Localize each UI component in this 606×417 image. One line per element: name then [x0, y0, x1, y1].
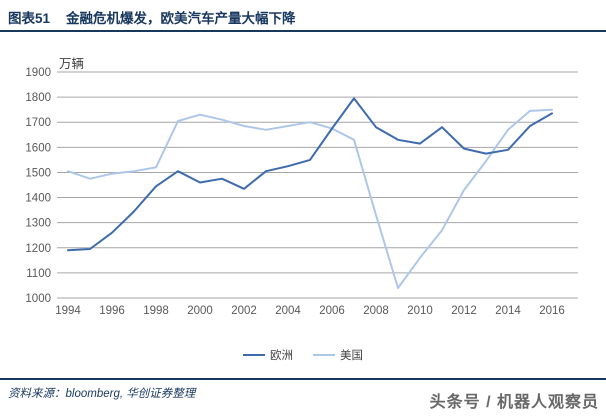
y-tick-label: 1300 [25, 218, 51, 230]
y-tick-label: 1200 [25, 243, 51, 255]
y-tick-label: 1100 [26, 268, 51, 280]
x-tick-label: 1994 [55, 305, 81, 317]
y-tick-label: 1900 [25, 67, 51, 79]
figure-number-label: 图表51 [8, 11, 51, 26]
x-tick-label: 2014 [495, 305, 521, 317]
footer-rule [0, 378, 606, 380]
us-line-swatch [313, 354, 335, 356]
figure-title-text: 金融危机爆发，欧美汽车产量大幅下降 [66, 11, 296, 26]
europe-line-swatch [243, 354, 265, 356]
x-tick-label: 2000 [187, 305, 213, 317]
x-tick-label: 2006 [319, 305, 345, 317]
figure-title: 图表51 金融危机爆发，欧美汽车产量大幅下降 [8, 7, 598, 28]
y-tick-label: 1800 [25, 92, 51, 104]
series-line-美国 [67, 108, 553, 289]
x-tick-label: 1996 [99, 305, 125, 317]
y-axis-unit-label: 万辆 [59, 57, 84, 71]
watermark: 头条号 / 机器人观察员 [429, 394, 599, 411]
y-tick-label: 1600 [25, 142, 51, 154]
chart-legend: 欧洲 美国 [0, 347, 606, 363]
x-tick-label: 2004 [275, 305, 301, 317]
x-tick-label: 2016 [539, 305, 565, 317]
x-tick-label: 2012 [451, 305, 477, 317]
y-tick-label: 1400 [25, 193, 51, 205]
source-note: 资料来源：bloomberg, 华创证券整理 [8, 388, 196, 400]
y-tick-label: 1500 [25, 167, 51, 179]
title-underline [0, 30, 606, 32]
x-tick-label: 2008 [363, 305, 389, 317]
y-tick-label: 1000 [25, 293, 51, 305]
series-line-欧洲 [67, 97, 553, 252]
legend-label-us: 美国 [340, 350, 363, 362]
x-tick-label: 2002 [231, 305, 257, 317]
line-chart: 1900 1800 1700 1600 1500 1400 1300 1200 1100 1000… [25, 57, 578, 317]
legend-item-europe: 欧洲 [243, 347, 293, 363]
legend-label-europe: 欧洲 [270, 350, 293, 362]
x-tick-label: 2010 [407, 305, 433, 317]
legend-item-us: 美国 [313, 347, 363, 363]
x-tick-label: 1998 [143, 305, 169, 317]
y-tick-label: 1700 [25, 117, 51, 129]
